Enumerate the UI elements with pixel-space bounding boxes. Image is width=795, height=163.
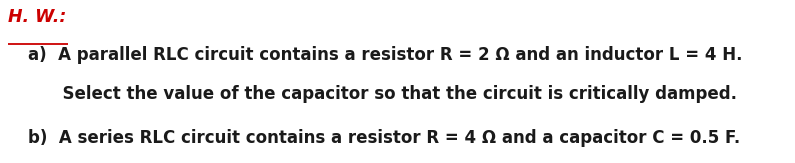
Text: H. W.:: H. W.: (8, 8, 66, 26)
Text: Select the value of the capacitor so that the circuit is critically damped.: Select the value of the capacitor so tha… (28, 85, 737, 103)
Text: b)  A series RLC circuit contains a resistor R = 4 Ω and a capacitor C = 0.5 F.: b) A series RLC circuit contains a resis… (28, 129, 740, 147)
Text: a)  A parallel RLC circuit contains a resistor R = 2 Ω and an inductor L = 4 H.: a) A parallel RLC circuit contains a res… (28, 46, 743, 64)
